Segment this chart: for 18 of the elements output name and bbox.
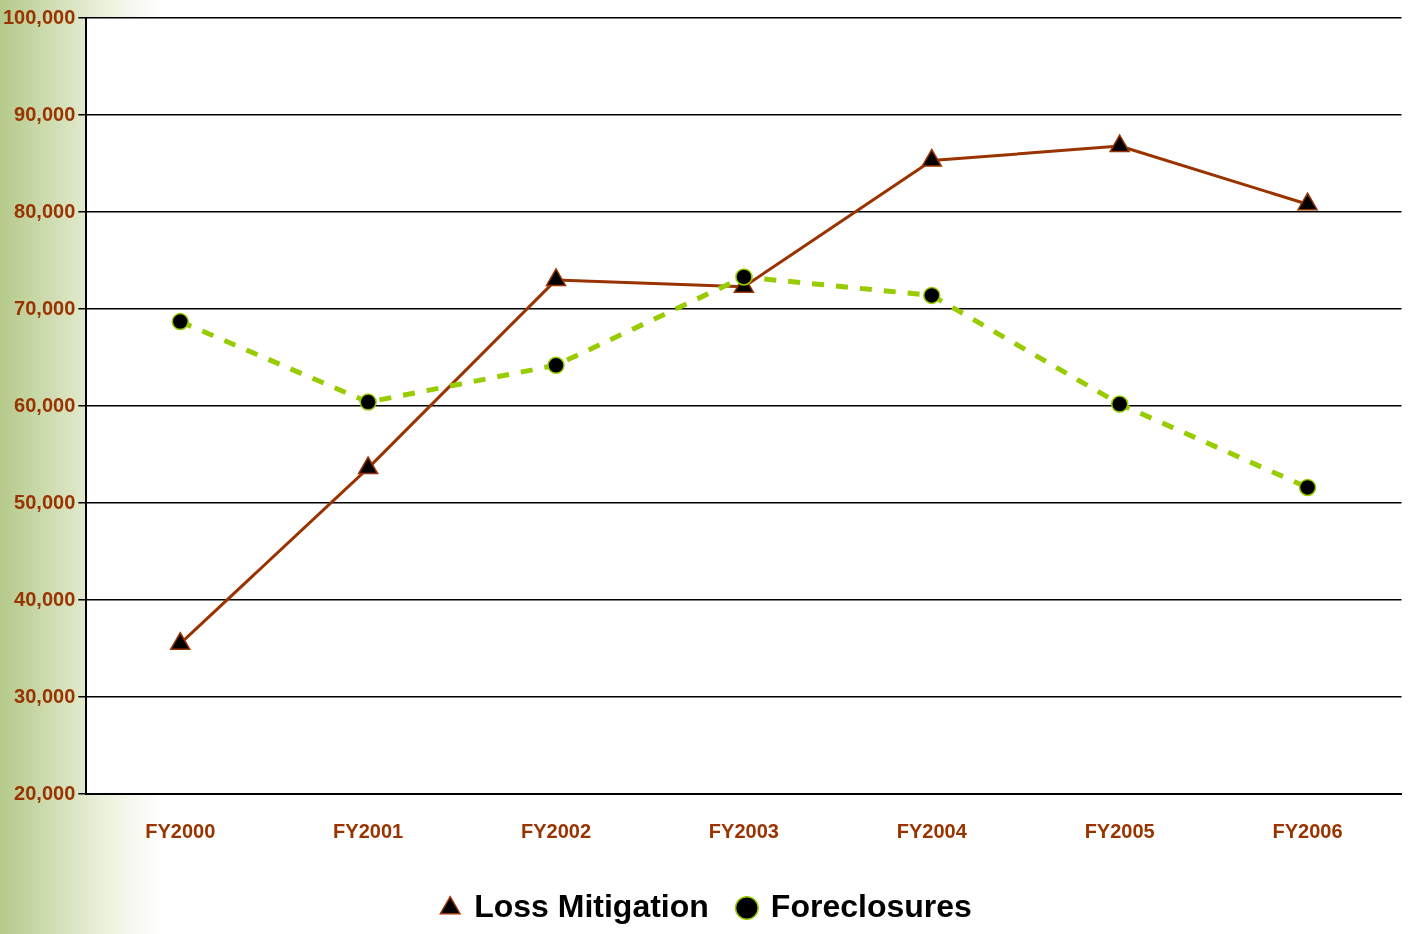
x-tick-label: FY2003	[708, 819, 779, 842]
y-tick-label: 90,000	[14, 102, 76, 125]
x-tick-label: FY2001	[333, 819, 404, 842]
legend-label: Loss Mitigation	[474, 887, 709, 924]
y-tick-label: 30,000	[14, 684, 76, 707]
y-tick-label: 80,000	[14, 199, 76, 222]
x-tick-label: FY2006	[1272, 819, 1343, 842]
y-tick-label: 100,000	[3, 5, 76, 28]
y-tick-label: 50,000	[14, 490, 76, 513]
x-tick-label: FY2004	[896, 819, 968, 842]
legend-label: Foreclosures	[770, 887, 972, 924]
y-tick-label: 40,000	[14, 587, 76, 610]
y-tick-label: 20,000	[14, 781, 76, 804]
x-tick-label: FY2000	[145, 819, 216, 842]
y-tick-label: 70,000	[14, 296, 76, 319]
x-tick-label: FY2002	[520, 819, 592, 842]
x-tick-label: FY2005	[1084, 819, 1155, 842]
y-tick-label: 60,000	[14, 393, 76, 416]
